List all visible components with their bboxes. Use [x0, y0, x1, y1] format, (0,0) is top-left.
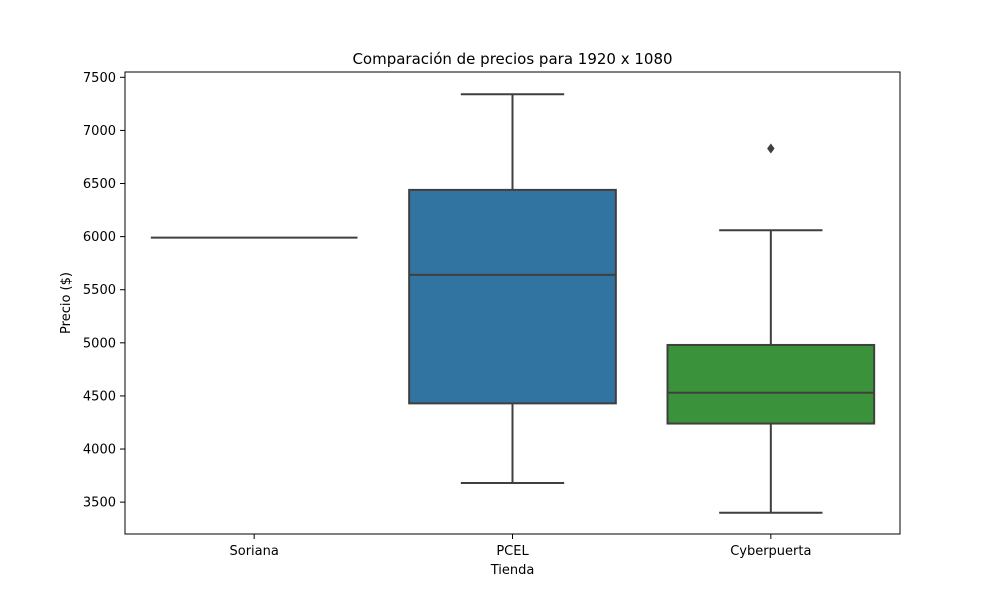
y-tick-label: 6000: [83, 230, 116, 245]
box-iqr: [666, 343, 876, 425]
x-axis: Soriana PCEL Cyberpuerta: [229, 534, 811, 559]
y-tick-label: 4000: [83, 443, 116, 458]
outlier-point: [767, 143, 775, 154]
x-tick-label: Cyberpuerta: [730, 544, 811, 559]
y-tick-label: 6500: [83, 177, 116, 192]
y-tick-label: 5500: [83, 283, 116, 298]
x-tick-label: PCEL: [496, 544, 529, 559]
y-tick-label: 5000: [83, 336, 116, 351]
boxes: [150, 93, 876, 514]
y-tick-label: 7500: [83, 71, 116, 86]
y-axis: 3500 4000 4500 5000 5500 6000 6500 7000 7500: [83, 71, 125, 511]
y-tick-label: 3500: [83, 496, 116, 511]
y-axis-label: Precio ($): [59, 272, 74, 334]
y-tick-label: 4500: [83, 389, 116, 404]
box-iqr: [408, 188, 617, 405]
y-tick-label: 7000: [83, 124, 116, 139]
chart-title: Comparación de precios para 1920 x 1080: [352, 50, 672, 68]
x-axis-label: Tienda: [490, 563, 535, 578]
x-tick-label: Soriana: [229, 544, 278, 559]
